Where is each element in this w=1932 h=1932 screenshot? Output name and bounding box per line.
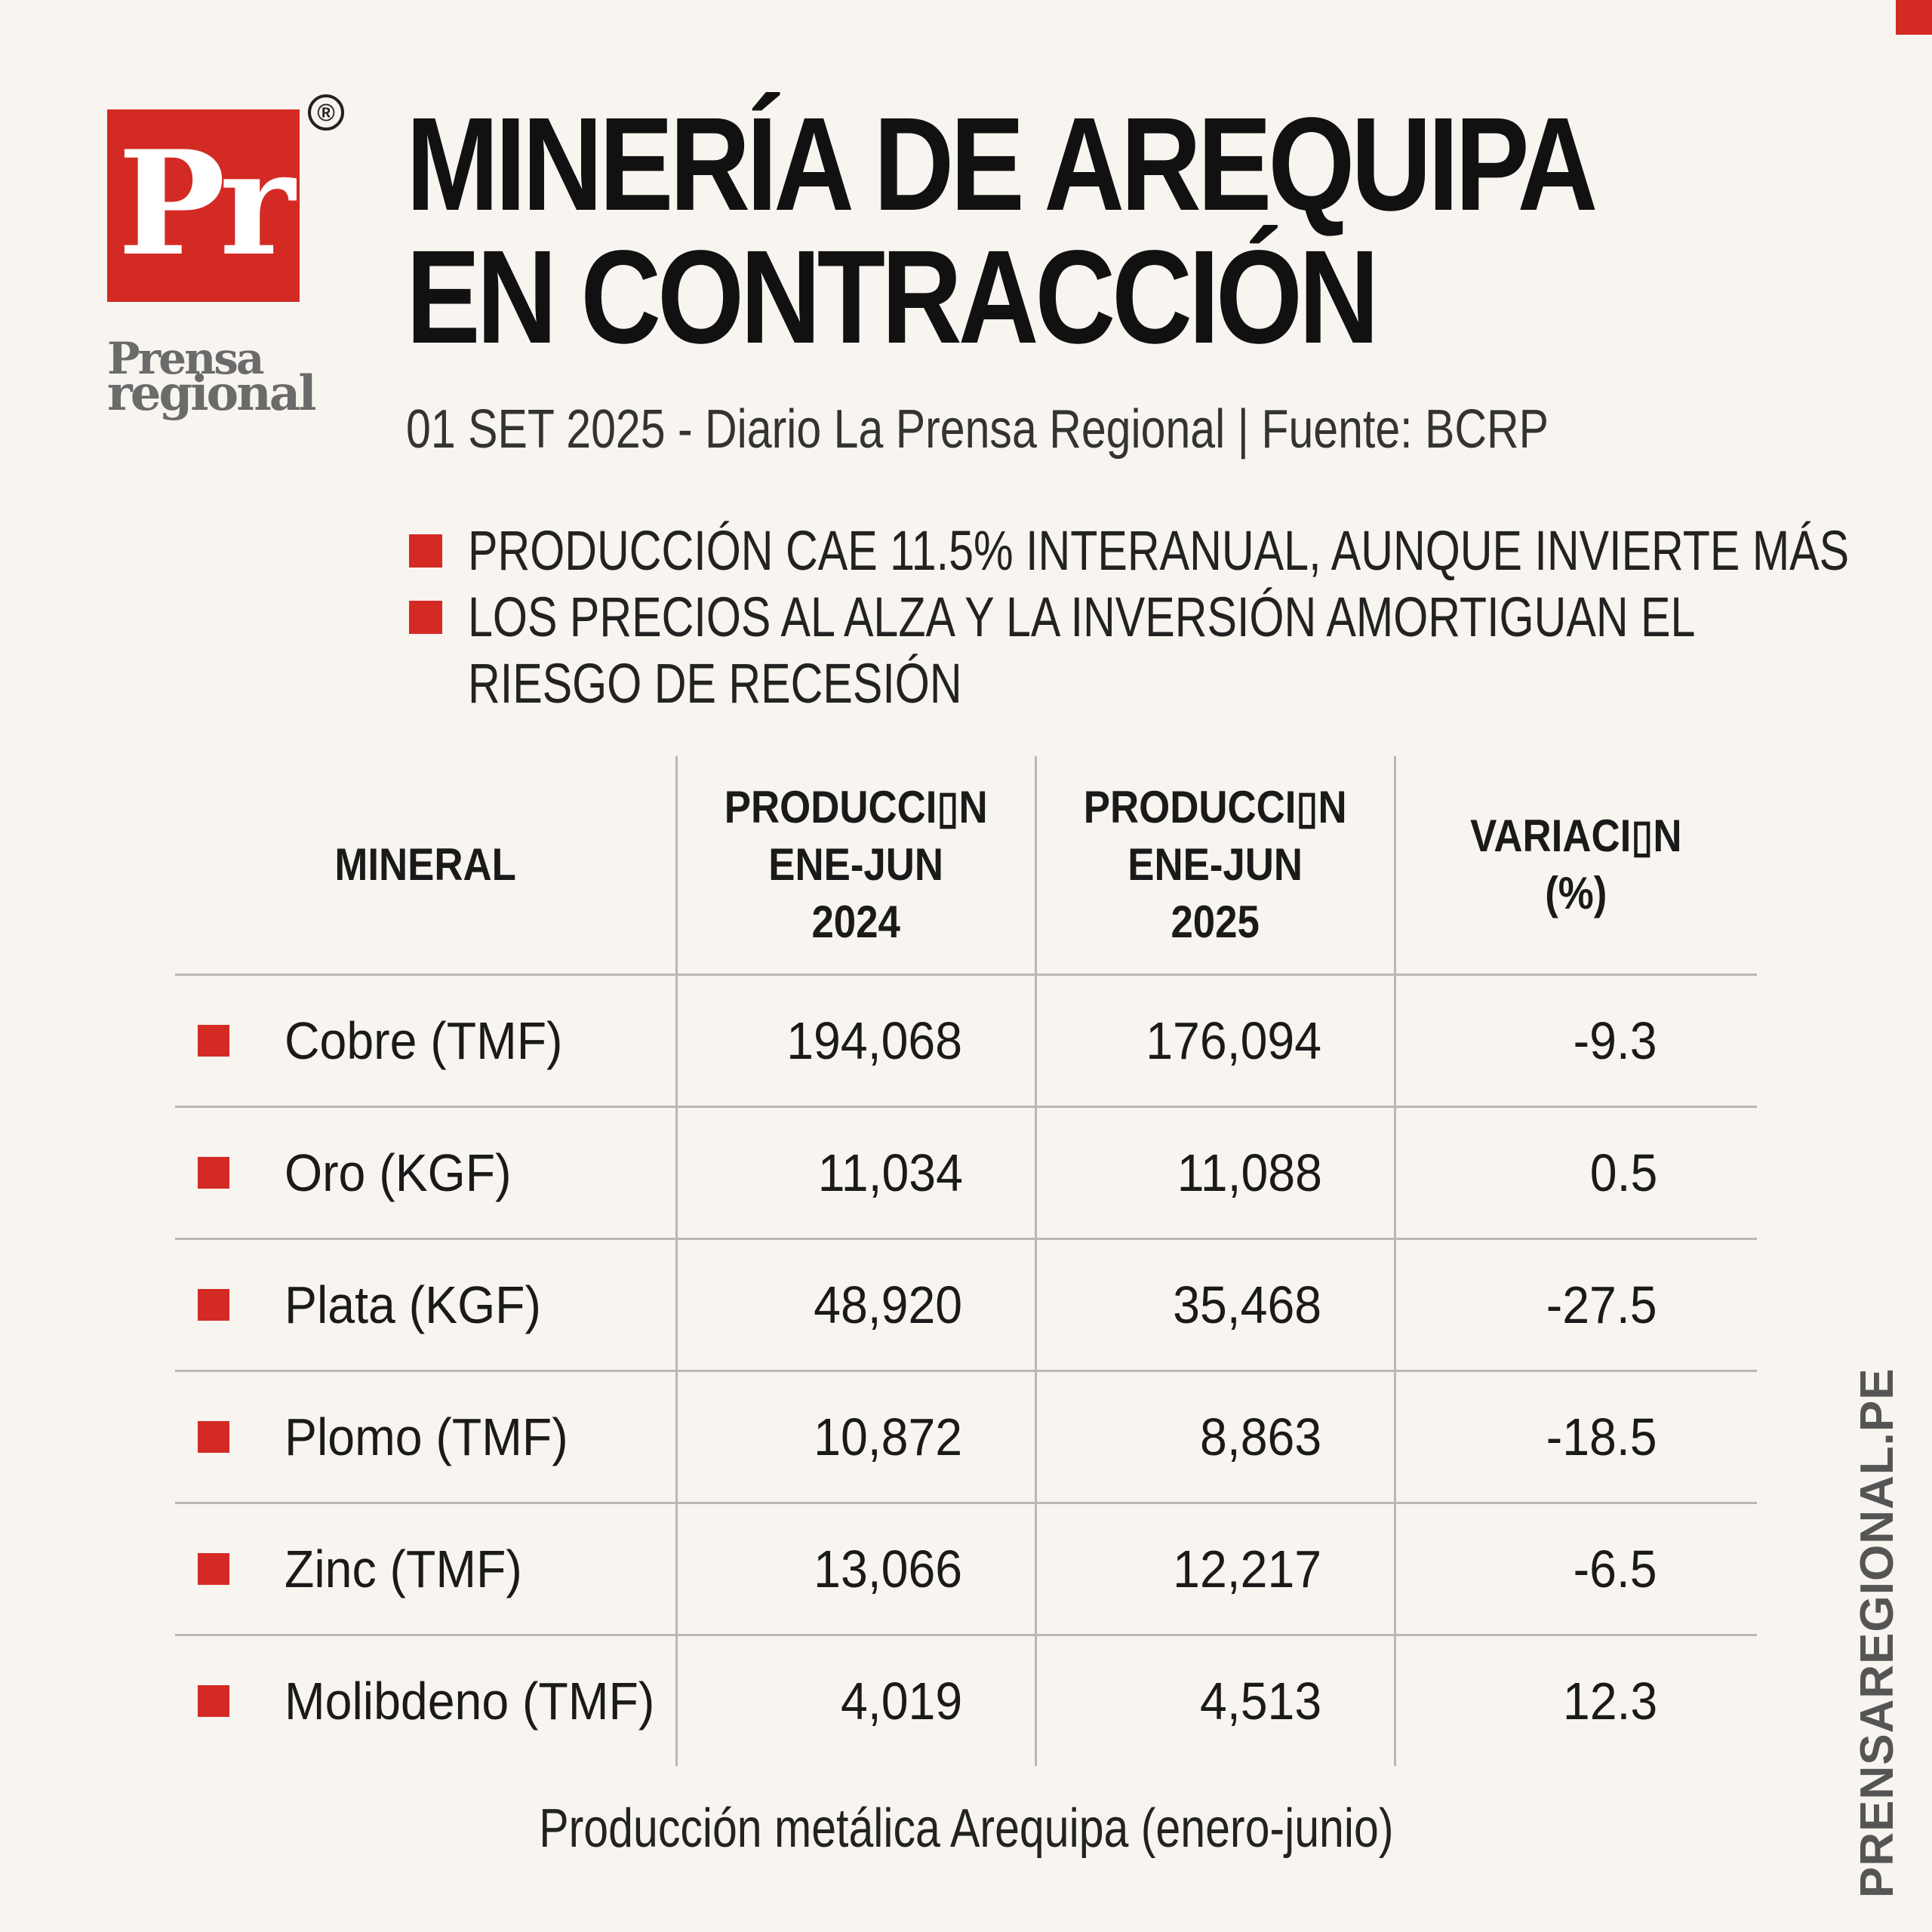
registered-mark: ® <box>308 94 344 131</box>
value-variacion: 0.5 <box>1589 1143 1657 1202</box>
cell-prod-2025: 176,094 <box>1034 974 1395 1108</box>
data-table-wrapper: MINERAL PRODUCCI▯N ENE-JUN 2024 PRODUCCI… <box>175 756 1757 1766</box>
value-2024: 4,019 <box>841 1672 963 1730</box>
cell-variacion: -9.3 <box>1393 974 1757 1108</box>
cell-variacion: 0.5 <box>1393 1106 1757 1240</box>
table-header-row: MINERAL PRODUCCI▯N ENE-JUN 2024 PRODUCCI… <box>175 756 1757 976</box>
corner-accent-bar <box>1896 0 1932 35</box>
cell-prod-2024: 10,872 <box>675 1371 1035 1504</box>
cell-mineral: Oro (KGF) <box>175 1106 676 1240</box>
header-prod-2025: PRODUCCI▯N ENE-JUN 2025 <box>1034 756 1395 976</box>
bullet-text: PRODUCCIÓN CAE 11.5% INTERANUAL, AUNQUE … <box>468 519 1850 582</box>
table-caption: Producción metálica Arequipa (enero-juni… <box>0 1798 1932 1860</box>
table-row: Plomo (TMF) 10,872 8,863 -18.5 <box>175 1371 1757 1504</box>
header-line: PRODUCCI▯N <box>1083 782 1347 832</box>
red-square-icon <box>409 534 442 568</box>
mineral-label: Zinc (TMF) <box>285 1540 522 1598</box>
logo-word-regional: regional <box>107 365 317 422</box>
red-square-icon <box>198 1289 229 1321</box>
value-2024: 194,068 <box>786 1011 963 1070</box>
cell-mineral: Molibdeno (TMF) <box>175 1635 676 1767</box>
value-variacion: -6.5 <box>1574 1540 1657 1598</box>
bullet-text: LOS PRECIOS AL ALZA Y LA INVERSIÓN AMORT… <box>468 586 1696 648</box>
value-2025: 176,094 <box>1146 1011 1322 1070</box>
table-row: Cobre (TMF) 194,068 176,094 -9.3 <box>175 974 1757 1108</box>
red-square-icon <box>198 1157 229 1189</box>
page-title: MINERÍA DE AREQUIPA EN CONTRACCIÓN <box>406 91 1598 371</box>
cell-prod-2024: 194,068 <box>675 974 1035 1108</box>
header-line: ENE-JUN <box>768 839 943 890</box>
red-square-icon <box>198 1553 229 1585</box>
value-2024: 48,920 <box>814 1275 963 1334</box>
title-line-2: EN CONTRACCIÓN <box>406 223 1380 371</box>
cell-prod-2024: 48,920 <box>675 1238 1035 1372</box>
red-square-icon <box>198 1421 229 1453</box>
header-line: 2024 <box>811 897 900 947</box>
logo: Pr <box>107 109 300 302</box>
value-variacion: -18.5 <box>1546 1407 1657 1466</box>
value-2025: 35,468 <box>1173 1275 1322 1334</box>
cell-prod-2025: 4,513 <box>1034 1635 1395 1766</box>
value-variacion: -27.5 <box>1546 1275 1657 1334</box>
header-variacion: VARIACI▯N (%) <box>1393 756 1757 976</box>
red-square-icon <box>198 1685 229 1717</box>
mineral-label: Molibdeno (TMF) <box>285 1672 655 1730</box>
logo-letters: Pr <box>118 118 295 288</box>
header-line: VARIACI▯N <box>1470 811 1682 861</box>
cell-prod-2025: 11,088 <box>1034 1106 1395 1240</box>
header-line: 2025 <box>1171 897 1260 947</box>
cell-mineral: Plata (KGF) <box>175 1238 676 1372</box>
cell-prod-2024: 4,019 <box>675 1635 1035 1766</box>
bullet-text: RIESGO DE RECESIÓN <box>468 652 962 715</box>
value-2025: 11,088 <box>1177 1143 1322 1202</box>
cell-prod-2025: 35,468 <box>1034 1238 1395 1372</box>
cell-variacion: 12.3 <box>1393 1635 1757 1766</box>
mineral-label: Plomo (TMF) <box>285 1407 568 1466</box>
cell-prod-2025: 8,863 <box>1034 1371 1395 1504</box>
subtitle: 01 SET 2025 - Diario La Prensa Regional … <box>406 399 1549 460</box>
table-row: Plata (KGF) 48,920 35,468 -27.5 <box>175 1238 1757 1372</box>
header-line: ENE-JUN <box>1128 839 1303 890</box>
bullet-item-continuation: RIESGO DE RECESIÓN <box>409 651 1692 717</box>
header-line: PRODUCCI▯N <box>724 782 988 832</box>
value-2025: 8,863 <box>1200 1407 1322 1466</box>
table-row: Molibdeno (TMF) 4,019 4,513 12.3 <box>175 1635 1757 1767</box>
cell-mineral: Plomo (TMF) <box>175 1371 676 1504</box>
header-mineral-label: MINERAL <box>334 839 516 890</box>
mineral-label: Plata (KGF) <box>285 1275 541 1334</box>
table-row: Oro (KGF) 11,034 11,088 0.5 <box>175 1106 1757 1240</box>
table-row: Zinc (TMF) 13,066 12,217 -6.5 <box>175 1503 1757 1636</box>
red-square-icon <box>198 1025 229 1057</box>
header-line: (%) <box>1545 868 1607 918</box>
cell-prod-2025: 12,217 <box>1034 1503 1395 1636</box>
bullet-item: LOS PRECIOS AL ALZA Y LA INVERSIÓN AMORT… <box>409 584 1696 651</box>
value-2024: 13,066 <box>814 1540 963 1598</box>
title-line-1: MINERÍA DE AREQUIPA <box>406 91 1598 238</box>
red-square-icon <box>409 601 442 634</box>
cell-variacion: -18.5 <box>1393 1371 1757 1504</box>
cell-variacion: -27.5 <box>1393 1238 1757 1372</box>
cell-prod-2024: 13,066 <box>675 1503 1035 1636</box>
caption-text: Producción metálica Arequipa (enero-juni… <box>538 1798 1394 1859</box>
logo-word-prensa: Prensa <box>107 333 264 384</box>
cell-prod-2024: 11,034 <box>675 1106 1035 1240</box>
cell-mineral: Zinc (TMF) <box>175 1503 676 1636</box>
website-label: PRENSAREGIONAL.PE <box>1851 1367 1903 1898</box>
header-prod-2024: PRODUCCI▯N ENE-JUN 2024 <box>675 756 1035 976</box>
cell-variacion: -6.5 <box>1393 1503 1757 1636</box>
value-variacion: 12.3 <box>1562 1672 1657 1730</box>
value-2024: 11,034 <box>817 1143 963 1202</box>
cell-mineral: Cobre (TMF) <box>175 974 676 1108</box>
header-mineral: MINERAL <box>175 756 676 976</box>
mineral-label: Cobre (TMF) <box>285 1011 563 1070</box>
value-2025: 12,217 <box>1173 1540 1322 1598</box>
value-2024: 10,872 <box>814 1407 963 1466</box>
value-variacion: -9.3 <box>1574 1011 1657 1070</box>
mineral-label: Oro (KGF) <box>285 1143 512 1202</box>
mineral-production-table: MINERAL PRODUCCI▯N ENE-JUN 2024 PRODUCCI… <box>175 756 1757 1766</box>
bullet-item: PRODUCCIÓN CAE 11.5% INTERANUAL, AUNQUE … <box>409 518 1849 584</box>
bullet-list: PRODUCCIÓN CAE 11.5% INTERANUAL, AUNQUE … <box>409 518 1849 717</box>
value-2025: 4,513 <box>1200 1672 1322 1730</box>
